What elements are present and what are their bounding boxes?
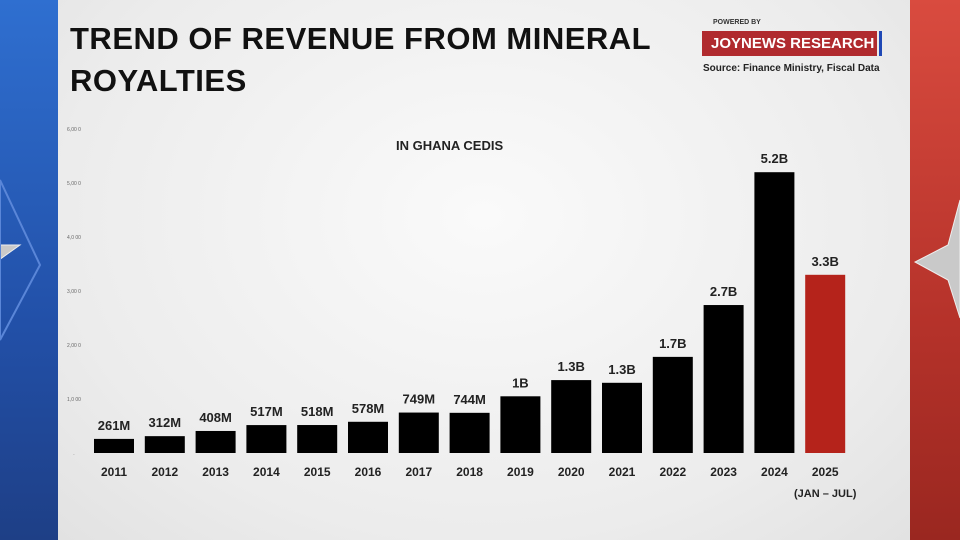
data-label: 1.3B xyxy=(608,362,635,377)
data-label: 518M xyxy=(301,404,334,419)
bar-2025 xyxy=(805,274,846,453)
data-label: 3.3B xyxy=(811,254,838,269)
x-tick-note: (JAN – JUL) xyxy=(794,488,857,500)
x-tick-label: 2017 xyxy=(405,465,432,479)
x-tick-label: 2018 xyxy=(456,465,483,479)
chart-subtitle: IN GHANA CEDIS xyxy=(396,138,504,153)
data-label: 312M xyxy=(149,415,182,430)
left-flag-strip xyxy=(0,0,58,540)
data-label: 261M xyxy=(98,418,131,433)
x-tick-label: 2011 xyxy=(101,465,127,479)
y-tick-label: 4,0 00 xyxy=(67,235,81,241)
data-label: 2.7B xyxy=(710,284,737,299)
x-tick-label: 2024 xyxy=(761,465,788,479)
bar-2013 xyxy=(195,430,236,453)
bar-2014 xyxy=(246,425,287,453)
y-tick-label: 2,00 0 xyxy=(67,343,81,349)
bar-2015 xyxy=(297,425,338,453)
bar-2023 xyxy=(703,305,744,453)
brand-logo: JOYNEWS RESEARCH xyxy=(702,31,877,56)
bar-2016 xyxy=(348,421,388,453)
data-label: 408M xyxy=(199,410,232,425)
data-label: 578M xyxy=(352,401,385,416)
y-tick-label: 3,00 0 xyxy=(67,289,81,295)
star-icon xyxy=(913,199,960,319)
y-tick-label: 5,00 0 xyxy=(67,181,81,187)
y-tick-label: 1,0 00 xyxy=(67,397,81,403)
powered-by: POWERED BY xyxy=(713,19,761,26)
x-tick-label: 2020 xyxy=(558,465,585,479)
data-label: 5.2B xyxy=(761,151,788,166)
right-flag-strip xyxy=(910,0,960,540)
x-tick-label: 2022 xyxy=(659,465,686,479)
data-label: 744M xyxy=(453,392,486,407)
bar-2012 xyxy=(144,436,185,453)
x-tick-label: 2016 xyxy=(355,465,382,479)
y-tick-label: . xyxy=(73,451,74,457)
bar-2011 xyxy=(94,438,134,453)
data-label: 517M xyxy=(250,404,283,419)
x-tick-label: 2023 xyxy=(710,465,737,479)
x-tick-label: 2021 xyxy=(609,465,636,479)
x-tick-label: 2014 xyxy=(253,465,280,479)
x-tick-label: 2025 xyxy=(812,465,839,479)
data-label: 1.3B xyxy=(557,359,584,374)
x-tick-label: 2013 xyxy=(202,465,229,479)
bar-2018 xyxy=(449,412,490,453)
y-tick-label: 6,00 0 xyxy=(67,127,81,133)
x-tick-label: 2012 xyxy=(151,465,178,479)
x-tick-label: 2019 xyxy=(507,465,534,479)
data-label: 749M xyxy=(403,392,436,407)
bar-2017 xyxy=(398,412,439,453)
brand-accent xyxy=(879,31,882,56)
data-label: 1B xyxy=(512,375,529,390)
bar-2024 xyxy=(754,172,795,453)
bar-2019 xyxy=(500,396,541,453)
bar-2022 xyxy=(652,356,693,453)
page-title: TREND OF REVENUE FROM MINERAL ROYALTIES xyxy=(70,21,651,98)
x-tick-label: 2015 xyxy=(304,465,331,479)
bar-2020 xyxy=(551,380,592,453)
bar-2021 xyxy=(602,382,642,453)
source-note: Source: Finance Ministry, Fiscal Data xyxy=(703,63,880,74)
data-label: 1.7B xyxy=(659,336,686,351)
star-icon xyxy=(0,179,42,341)
